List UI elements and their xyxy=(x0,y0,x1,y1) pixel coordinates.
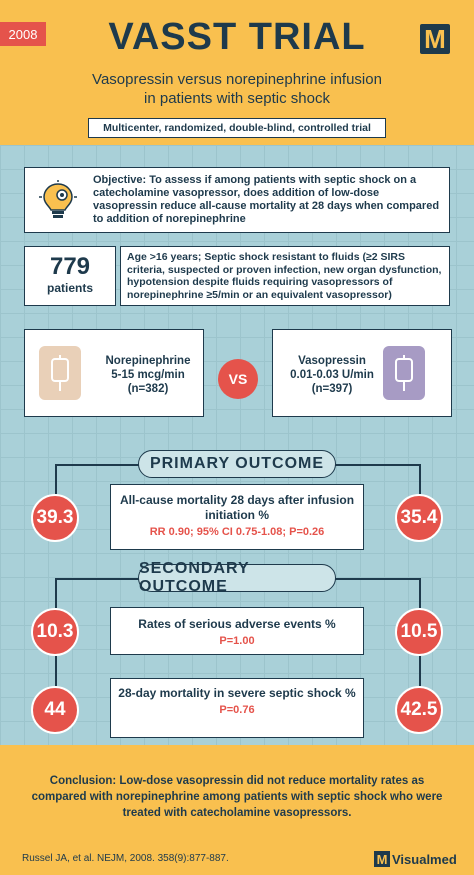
severe-shock-mortality-box: 28-day mortality in severe septic shock … xyxy=(110,678,364,738)
connector xyxy=(55,578,57,608)
outcome-stat: P=0.76 xyxy=(219,704,255,716)
objective-box: Objective: To assess if among patients w… xyxy=(24,167,450,233)
iv-bag-icon xyxy=(383,346,425,400)
norepinephrine-arm: Norepinephrine 5-15 mcg/min (n=382) xyxy=(24,329,204,417)
norepinephrine-value: 10.3 xyxy=(31,608,79,656)
vasopressin-value: 42.5 xyxy=(395,686,443,734)
iv-bag-icon xyxy=(39,346,81,400)
visualmed-logo-icon: M xyxy=(420,24,450,54)
citation: Russel JA, et al. NEJM, 2008. 358(9):877… xyxy=(22,853,229,864)
outcome-title: Rates of serious adverse events % xyxy=(138,617,336,631)
trial-design-badge: Multicenter, randomized, double-blind, c… xyxy=(88,118,386,138)
header: 2008 VASST TRIAL M Vasopressin versus no… xyxy=(0,0,474,145)
adverse-events-box: Rates of serious adverse events % P=1.00 xyxy=(110,607,364,655)
vasopressin-value: 35.4 xyxy=(395,494,443,542)
patients-label: patients xyxy=(46,281,93,295)
vs-badge: VS xyxy=(218,359,258,399)
connector xyxy=(55,656,57,686)
outcome-title: 28-day mortality in severe septic shock … xyxy=(118,686,356,700)
norepinephrine-label: Norepinephrine 5-15 mcg/min (n=382) xyxy=(93,354,203,396)
subtitle: Vasopressin versus norepinephrine infusi… xyxy=(0,70,474,108)
vasopressin-value: 10.5 xyxy=(395,608,443,656)
page-title: VASST TRIAL xyxy=(108,16,366,58)
lightbulb-gear-icon xyxy=(39,180,77,218)
brand-name: Visualmed xyxy=(392,851,457,867)
primary-outcome-box: All-cause mortality 28 days after infusi… xyxy=(110,484,364,550)
connector xyxy=(419,656,421,686)
brand: M Visualmed xyxy=(374,851,457,867)
drug-n: (n=397) xyxy=(311,383,353,395)
patients-count: 779 xyxy=(49,253,91,280)
drug-dose: 5-15 mcg/min xyxy=(111,369,185,381)
drug-dose: 0.01-0.03 U/min xyxy=(290,369,374,381)
primary-outcome-heading: PRIMARY OUTCOME xyxy=(138,450,336,478)
vasopressin-label: Vasopressin 0.01-0.03 U/min (n=397) xyxy=(277,354,387,396)
connector xyxy=(55,464,57,494)
subtitle-line-2: in patients with septic shock xyxy=(144,90,330,107)
outcome-stat: P=1.00 xyxy=(219,635,255,647)
outcome-title: All-cause mortality 28 days after infusi… xyxy=(119,493,355,522)
inclusion-criteria: Age >16 years; Septic shock resistant to… xyxy=(120,246,450,306)
secondary-outcome-heading: SECONDARY OUTCOME xyxy=(138,560,336,595)
main-panel: Objective: To assess if among patients w… xyxy=(0,145,474,745)
subtitle-line-1: Vasopressin versus norepinephrine infusi… xyxy=(92,71,382,88)
connector xyxy=(419,578,421,608)
conclusion-text: Conclusion: Low-dose vasopressin did not… xyxy=(0,745,474,845)
norepinephrine-value: 39.3 xyxy=(31,494,79,542)
connector xyxy=(419,464,421,494)
norepinephrine-value: 44 xyxy=(31,686,79,734)
patients-count-box: 779 patients xyxy=(24,246,116,306)
drug-name: Vasopressin xyxy=(298,355,366,367)
year-badge: 2008 xyxy=(0,22,46,46)
drug-name: Norepinephrine xyxy=(105,355,191,367)
vasopressin-arm: Vasopressin 0.01-0.03 U/min (n=397) xyxy=(272,329,452,417)
drug-n: (n=382) xyxy=(127,383,169,395)
outcome-stat: RR 0.90; 95% CI 0.75-1.08; P=0.26 xyxy=(149,526,325,538)
objective-text: Objective: To assess if among patients w… xyxy=(93,174,440,225)
footer: Russel JA, et al. NEJM, 2008. 358(9):877… xyxy=(0,845,474,875)
visualmed-mark-icon: M xyxy=(374,851,390,867)
